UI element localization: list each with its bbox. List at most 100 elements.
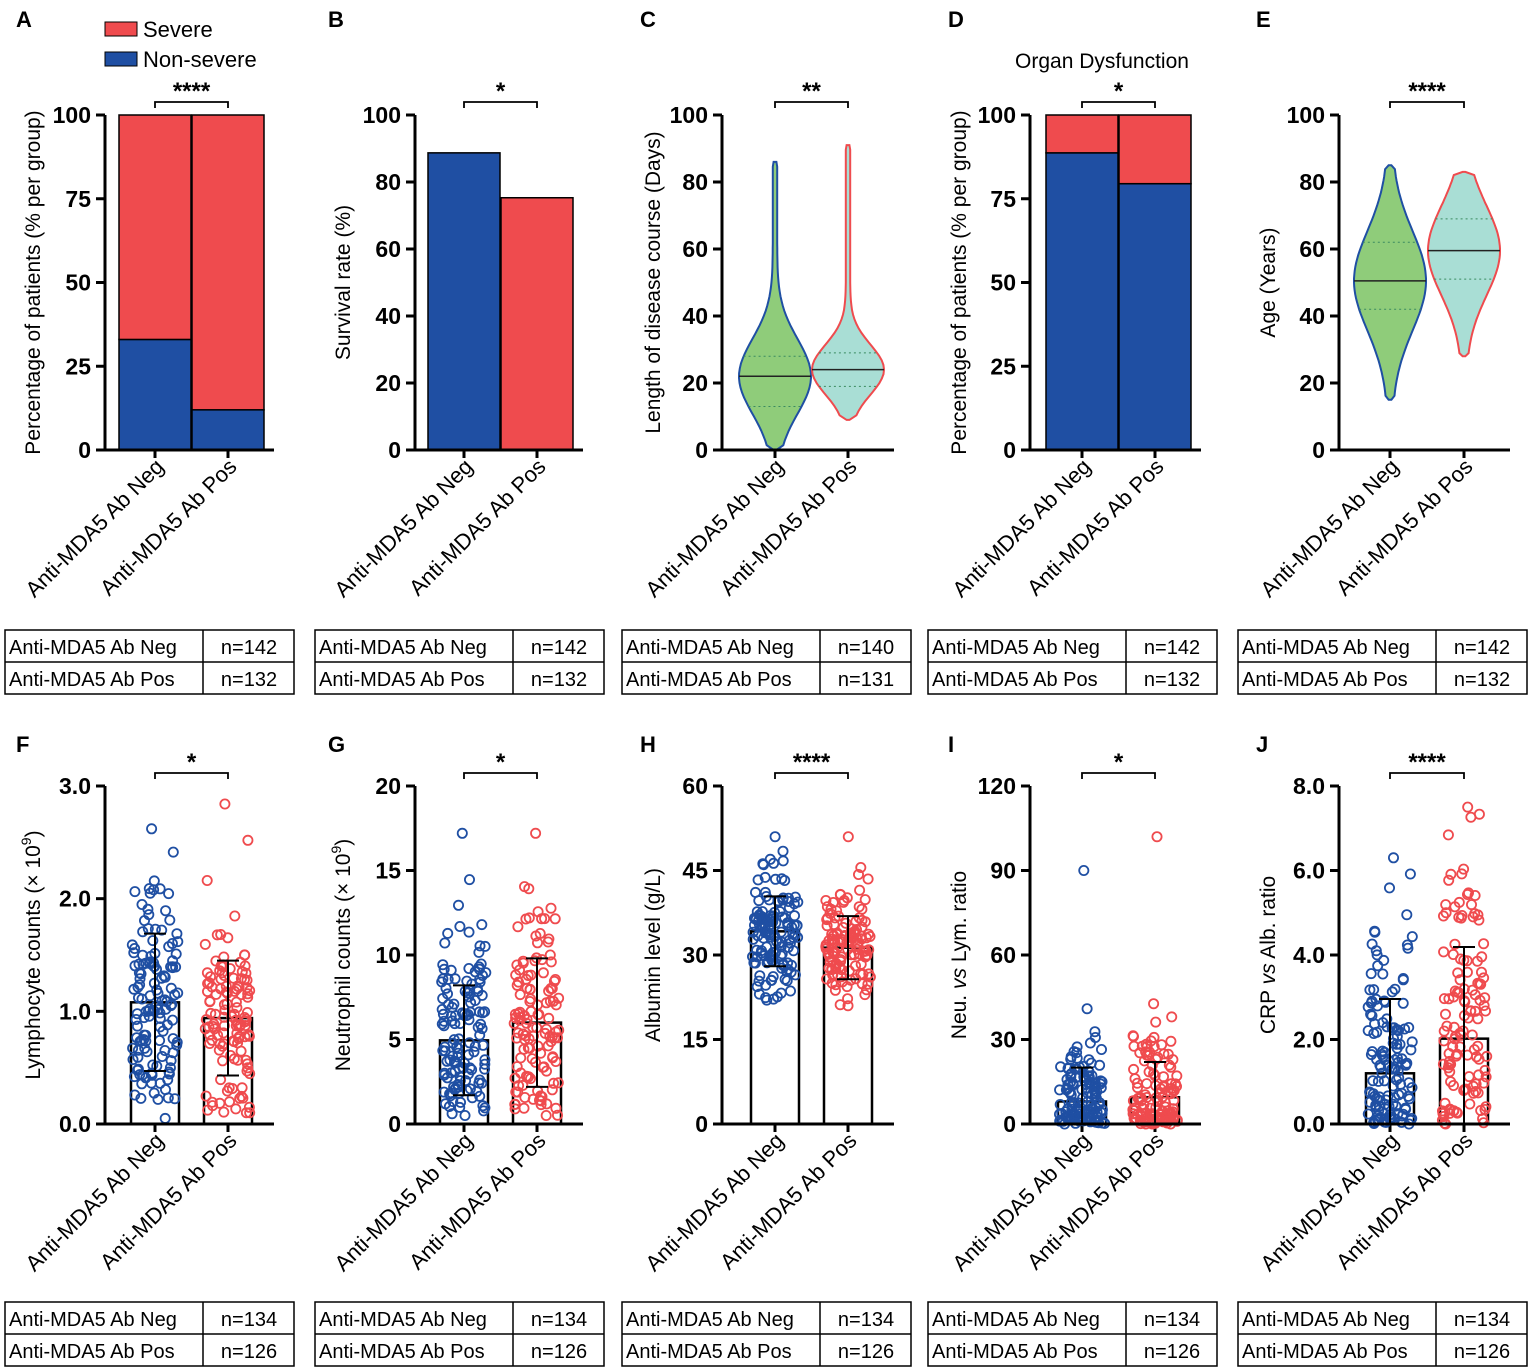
data-point [842,831,854,843]
data-point [779,875,791,887]
data-point [517,957,529,969]
data-point [1391,1052,1403,1064]
n-table-group: Anti-MDA5 Ab Pos [1242,1341,1408,1363]
n-table-count: n=134 [1454,1309,1510,1331]
data-point [1162,1085,1174,1097]
y-tick-label: 20 [1299,370,1325,396]
significance-bracket [1081,101,1156,108]
data-point [537,967,549,979]
data-point [140,1035,152,1047]
data-point [1397,997,1409,1009]
data-point [1466,1029,1478,1041]
data-point [521,982,533,994]
data-point [1468,1044,1480,1056]
data-point [520,913,532,925]
y-axis-label-part: Lym. ratio [948,871,971,968]
data-point [1140,1046,1152,1058]
data-point [154,1035,166,1047]
data-point [1456,868,1468,880]
data-point [1404,868,1416,880]
data-point [218,1106,230,1118]
y-axis-label-sup: 9 [328,846,344,854]
significance-label: * [1114,749,1124,776]
y-tick-label: 25 [990,353,1016,379]
data-point [538,1061,550,1073]
data-point [835,954,847,966]
data-point [136,993,148,1005]
data-point [749,957,761,969]
data-point [156,972,168,984]
data-point [1473,808,1485,820]
data-point [1081,1003,1093,1015]
data-point [169,989,181,1001]
y-axis-label: Neutrophil counts (× 109) [328,839,355,1072]
data-point [1374,1095,1386,1107]
data-point [842,993,854,1005]
data-point [749,912,761,924]
data-point [1464,1098,1476,1110]
data-point [776,948,788,960]
data-point [532,906,544,918]
data-point [549,913,561,925]
data-point [235,1090,247,1102]
data-point [158,970,170,982]
data-point [1165,1061,1177,1073]
data-point [514,989,526,1001]
significance-label: * [187,749,197,776]
x-tick-label: Anti-MDA5 Ab Pos [715,454,862,601]
data-point [1171,1080,1183,1092]
data-point [240,1107,252,1119]
data-point [129,886,141,898]
data-point [1405,1044,1417,1056]
data-point [438,963,450,975]
data-point [165,1055,177,1067]
data-point [544,949,556,961]
data-point [143,909,155,921]
data-point [854,884,866,896]
y-tick-label: 60 [990,942,1016,968]
data-point [243,1030,255,1042]
y-axis-label: Length of disease course (Days) [642,131,665,433]
data-point [438,1020,450,1032]
data-point [476,919,488,931]
data-point [133,958,145,970]
data-point [1166,1011,1178,1023]
data-point [229,985,241,997]
data-point [543,1012,555,1024]
n-table-count: n=132 [1144,669,1200,691]
data-point [518,1102,530,1114]
data-point [474,1029,486,1041]
data-point [826,938,838,950]
data-point [1171,1070,1183,1082]
y-tick-label: 4.0 [1293,942,1325,968]
y-tick-label: 50 [65,270,91,296]
data-point [1388,852,1400,864]
significance-label: * [496,749,506,776]
data-point [1368,984,1380,996]
data-point [550,1056,562,1068]
data-point [448,1081,460,1093]
data-point [241,1065,253,1077]
data-point [1141,1078,1153,1090]
legend-swatch-non-severe [104,51,138,67]
data-point [820,895,832,907]
y-tick-label: 0.0 [1293,1111,1325,1137]
data-point [777,911,789,923]
y-tick-label: 75 [990,186,1016,212]
data-point [785,985,797,997]
data-point [1440,899,1452,911]
data-point [777,845,789,857]
data-point [242,988,254,1000]
data-point [783,934,795,946]
data-point [1388,1033,1400,1045]
data-point [152,987,164,999]
data-point [1476,966,1488,978]
data-point [788,898,800,910]
y-axis-label: Age (Years) [1257,227,1280,337]
data-point [1089,1085,1101,1097]
data-point [1386,1022,1398,1034]
data-point [860,932,872,944]
data-point [452,899,464,911]
data-point [826,977,838,989]
significance-label: * [496,78,506,105]
